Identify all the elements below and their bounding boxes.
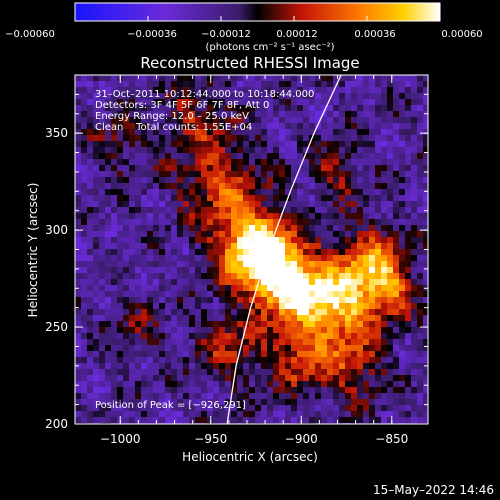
colorbar-tick-label-0: −0.00060 <box>5 29 55 40</box>
y-tick-label: 250 <box>45 320 68 334</box>
colorbar-tick-label-2: −0.00012 <box>201 29 251 40</box>
y-tick-label: 350 <box>45 126 68 140</box>
x-tick-label: −900 <box>285 432 318 446</box>
colorbar-tick-label-4: 0.00036 <box>354 29 395 40</box>
colorbar-tick-label-1: −0.00036 <box>127 29 177 40</box>
annotation-detectors: Detectors: 3F 4F 5F 6F 7F 8F, Att 0 <box>95 100 269 111</box>
annotation-energy-range: Energy Range: 12.0 – 25.0 keV <box>95 111 249 122</box>
x-tick-label: −1000 <box>100 432 141 446</box>
y-tick-label: 300 <box>45 223 68 237</box>
colorbar-ticks <box>74 16 441 21</box>
y-axis-label: Heliocentric Y (arcsec) <box>26 183 40 318</box>
colorbar-tick-label-3: 0.00012 <box>276 29 317 40</box>
colorbar <box>74 2 441 22</box>
heatmap-image <box>75 75 428 424</box>
colorbar-tick-label-5: 0.00060 <box>441 29 482 40</box>
annotation-time-range: 31–Oct–2011 10:12:44.000 to 10:18:44.000 <box>95 89 314 100</box>
x-tick-label: −950 <box>194 432 227 446</box>
colorbar-units: (photons cm⁻² s⁻¹ asec⁻²) <box>205 42 334 53</box>
annotation-clean-counts: Clean Total counts: 1.55E+04 <box>95 122 252 133</box>
footer-timestamp: 15–May–2022 14:46 <box>373 483 494 497</box>
axis-ticks <box>75 74 428 425</box>
solar-limb-line <box>226 75 342 424</box>
peak-position-label: Position of Peak = [−926,291] <box>95 400 246 411</box>
x-tick-label: −850 <box>375 432 408 446</box>
y-tick-label: 200 <box>45 417 68 431</box>
chart-title: Reconstructed RHESSI Image <box>140 54 359 72</box>
x-axis-label: Heliocentric X (arcsec) <box>182 450 318 464</box>
